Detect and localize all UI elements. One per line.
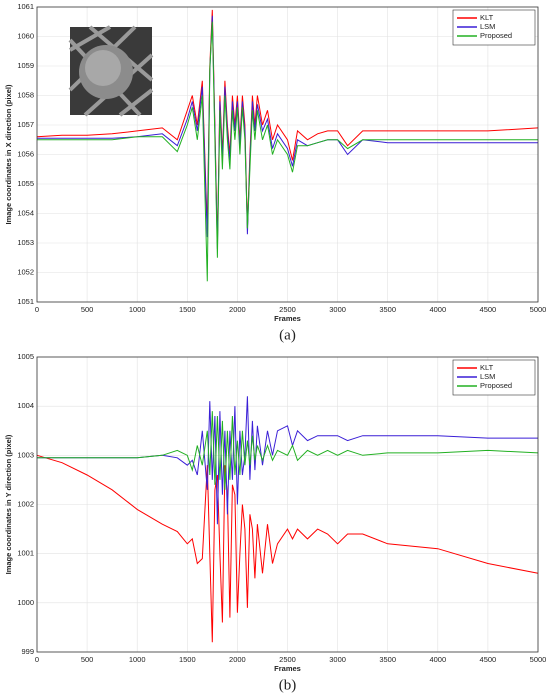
data-line xyxy=(36,454,539,643)
x-tick-label: 1500 xyxy=(179,305,196,314)
y-tick-label: 1061 xyxy=(17,2,34,11)
x-tick-label: 4500 xyxy=(480,305,497,314)
x-tick-label: 500 xyxy=(81,655,94,664)
y-tick-label: 1002 xyxy=(17,499,34,508)
x-tick-label: 3500 xyxy=(379,305,396,314)
x-tick-label: 2500 xyxy=(279,655,296,664)
y-tick-label: 1060 xyxy=(17,31,34,40)
x-tick-label: 2000 xyxy=(229,655,246,664)
plot-frame xyxy=(36,6,539,303)
x-tick-label: 0 xyxy=(35,305,39,314)
plot-frame xyxy=(36,356,539,653)
legend-label: LSM xyxy=(480,372,495,381)
x-tick-label: 1000 xyxy=(129,305,146,314)
y-tick-label: 1059 xyxy=(17,61,34,70)
data-line xyxy=(37,396,538,525)
legend-label: LSM xyxy=(480,22,495,31)
x-tick-label: 5000 xyxy=(530,305,547,314)
y-tick-label: 1054 xyxy=(17,208,34,217)
data-line xyxy=(37,21,538,282)
caption: (b) xyxy=(279,677,297,693)
x-tick-label: 0 xyxy=(35,655,39,664)
y-axis-label: Image coordinates in Y direction (pixel) xyxy=(4,434,13,574)
y-tick-label: 1055 xyxy=(17,179,34,188)
y-tick-label: 1003 xyxy=(17,450,34,459)
inset-photo xyxy=(68,25,154,117)
legend-label: Proposed xyxy=(480,381,512,390)
y-axis-label: Image coordinates in X direction (pixel) xyxy=(4,84,13,225)
y-tick-label: 1005 xyxy=(17,352,34,361)
x-tick-label: 500 xyxy=(81,305,94,314)
y-tick-label: 1051 xyxy=(17,297,34,306)
x-tick-label: 4000 xyxy=(429,305,446,314)
y-tick-label: 1001 xyxy=(17,549,34,558)
y-tick-label: 1053 xyxy=(17,238,34,247)
x-tick-label: 1500 xyxy=(179,655,196,664)
x-tick-label: 5000 xyxy=(530,655,547,664)
caption: (a) xyxy=(279,327,296,343)
legend-label: KLT xyxy=(480,13,494,22)
x-tick-label: 3000 xyxy=(329,655,346,664)
x-tick-label: 3500 xyxy=(379,655,396,664)
x-tick-label: 4000 xyxy=(429,655,446,664)
legend-label: KLT xyxy=(480,363,494,372)
legend-label: Proposed xyxy=(480,31,512,40)
x-axis-label: Frames xyxy=(274,664,301,673)
data-line xyxy=(37,411,539,490)
x-tick-label: 1000 xyxy=(129,655,146,664)
x-tick-label: 4500 xyxy=(480,655,497,664)
y-tick-label: 999 xyxy=(21,647,34,656)
x-tick-label: 3000 xyxy=(329,305,346,314)
y-tick-label: 1004 xyxy=(17,401,34,410)
x-axis-label: Frames xyxy=(274,314,301,323)
y-tick-label: 1000 xyxy=(17,598,34,607)
y-tick-label: 1057 xyxy=(17,120,34,129)
y-tick-label: 1056 xyxy=(17,149,34,158)
x-tick-label: 2000 xyxy=(229,305,246,314)
x-tick-label: 2500 xyxy=(279,305,296,314)
y-tick-label: 1058 xyxy=(17,90,34,99)
y-tick-label: 1052 xyxy=(17,267,34,276)
